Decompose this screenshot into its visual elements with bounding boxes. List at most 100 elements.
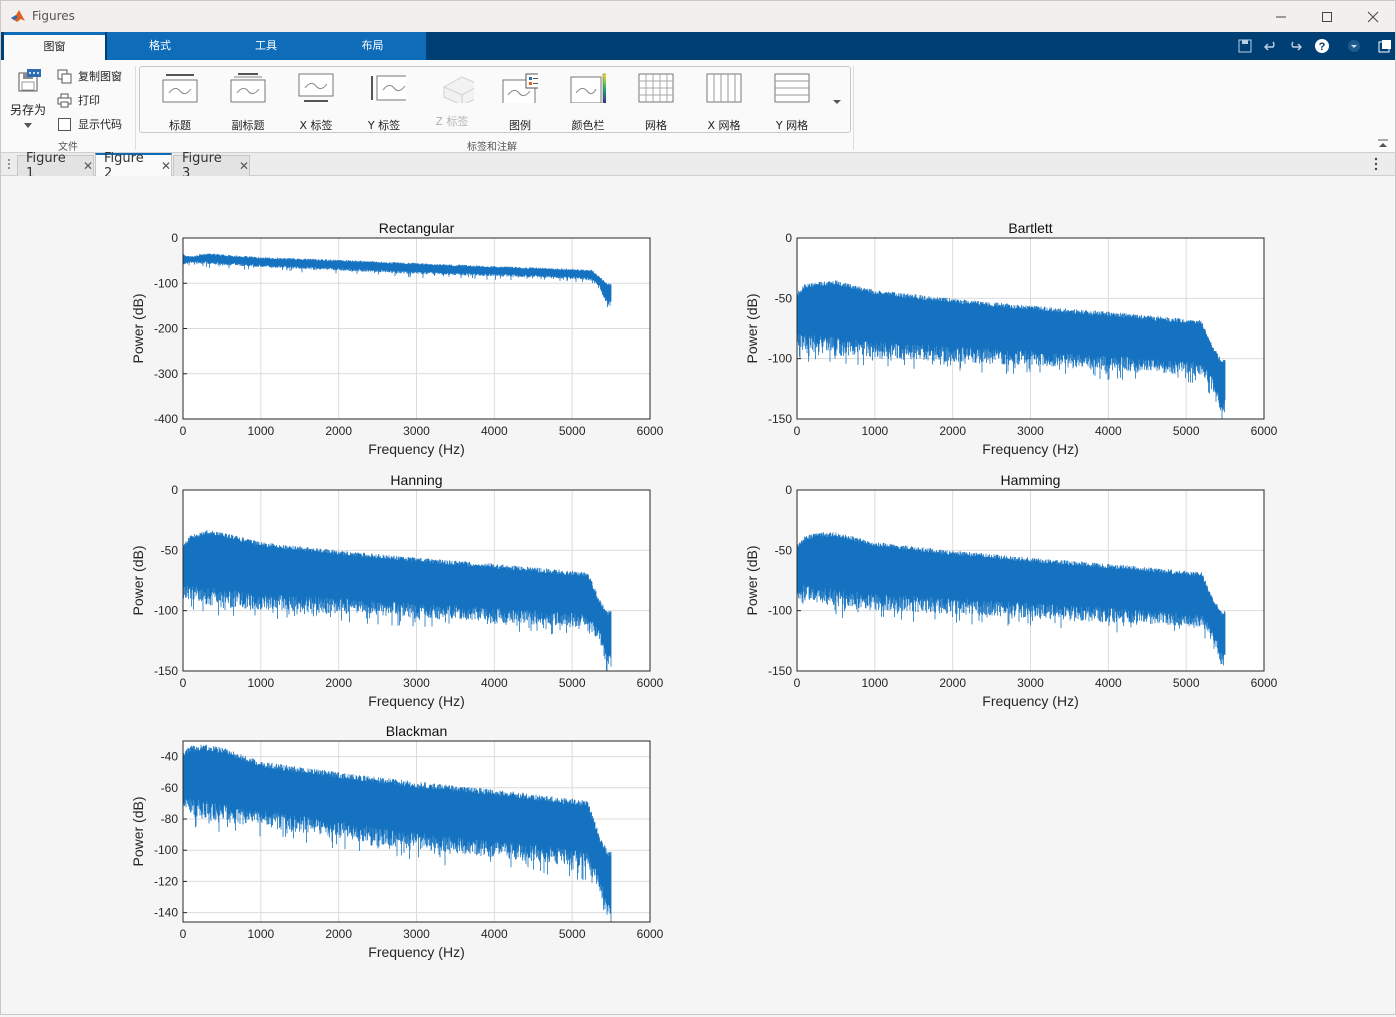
- figure-tab-3[interactable]: Figure 3 ✕: [173, 151, 250, 181]
- z-label-icon: [443, 76, 481, 106]
- y-tick-label: -150: [768, 664, 792, 678]
- x-axis-label: Frequency (Hz): [368, 944, 464, 960]
- gallery-legend-button[interactable]: 图例: [488, 71, 552, 132]
- x-tick-label: 6000: [637, 927, 664, 941]
- undock-button[interactable]: [1376, 37, 1394, 55]
- axes-frame: [182, 740, 651, 923]
- x-tick-label: 4000: [1095, 676, 1122, 690]
- show-code-label: 显示代码: [78, 118, 122, 131]
- x-axis-label: Frequency (Hz): [368, 693, 464, 709]
- y-grid-icon: [774, 73, 810, 103]
- x-tick-label: 0: [180, 927, 187, 941]
- title-icon: [162, 74, 198, 103]
- gallery-title-button[interactable]: 标题: [148, 71, 212, 132]
- tab-tools[interactable]: 工具: [213, 32, 319, 60]
- y-tick-label: 0: [171, 231, 178, 245]
- figure-tab-1[interactable]: Figure 1 ✕: [17, 151, 94, 181]
- save-as-button[interactable]: 另存为: [7, 68, 49, 130]
- gallery-subtitle-button[interactable]: 副标题: [216, 71, 280, 132]
- subplot-title: Hamming: [1001, 472, 1061, 488]
- gallery-zlabel-button[interactable]: Z 标签: [420, 71, 484, 131]
- x-tick-label: 1000: [861, 424, 888, 438]
- colorbar-icon: [570, 73, 610, 105]
- help-button[interactable]: ?: [1313, 37, 1331, 55]
- quick-access-menu-button[interactable]: [1345, 37, 1363, 55]
- x-tick-label: 5000: [1173, 676, 1200, 690]
- gallery-zlabel-label: Z 标签: [435, 115, 469, 128]
- annotation-gallery: 标题 副标题 X 标签 Y 标签 Z 标签 图例: [139, 66, 851, 133]
- gallery-ygrid-button[interactable]: Y 网格: [760, 71, 824, 132]
- subplot-title: Rectangular: [379, 220, 455, 236]
- more-options-icon[interactable]: [1373, 157, 1379, 174]
- x-tick-label: 0: [794, 424, 801, 438]
- figure-tab-1-label: Figure 1: [26, 151, 66, 181]
- tab-figure[interactable]: 图窗: [4, 32, 105, 60]
- tab-layout[interactable]: 布局: [319, 32, 426, 60]
- collapse-icon: [1378, 139, 1388, 147]
- close-tab-icon[interactable]: ✕: [82, 159, 93, 173]
- chevron-down-icon: [1348, 40, 1360, 52]
- close-tab-icon[interactable]: ✕: [160, 158, 171, 173]
- y-tick-label: -100: [154, 604, 178, 618]
- x-tick-label: 1000: [247, 424, 274, 438]
- show-code-checkbox[interactable]: 显示代码: [57, 116, 122, 132]
- x-tick-label: 6000: [1251, 424, 1278, 438]
- y-axis-label: Power (dB): [744, 293, 760, 363]
- x-label-icon: [298, 73, 334, 102]
- maximize-button[interactable]: [1304, 1, 1350, 32]
- x-tick-label: 2000: [325, 676, 352, 690]
- x-tick-label: 0: [180, 676, 187, 690]
- y-axis-label: Power (dB): [130, 293, 146, 363]
- legend-icon: [502, 73, 541, 105]
- save-icon: [1238, 39, 1252, 53]
- y-tick-label: -80: [161, 812, 179, 826]
- y-tick-label: -150: [768, 412, 792, 426]
- x-tick-label: 2000: [325, 424, 352, 438]
- matlab-logo-icon: [11, 10, 25, 22]
- x-tick-label: 4000: [1095, 424, 1122, 438]
- figure-tab-2-label: Figure 2: [104, 150, 144, 181]
- y-tick-label: -100: [154, 276, 178, 290]
- gallery-xlabel-button[interactable]: X 标签: [284, 71, 348, 132]
- figure-tab-2[interactable]: Figure 2 ✕: [95, 151, 172, 181]
- subplot-blackman: 0 1000 2000 3000 4000 5000 6000 -40 -60 -80 -100 -1…: [130, 723, 664, 960]
- print-button[interactable]: 打印: [57, 92, 100, 108]
- collapse-ribbon-button[interactable]: [1377, 138, 1389, 148]
- tab-format[interactable]: 格式: [107, 32, 213, 60]
- gallery-grid-button[interactable]: 网格: [624, 71, 688, 132]
- gallery-grid-label: 网格: [645, 119, 667, 132]
- x-tick-label: 4000: [481, 927, 508, 941]
- y-tick-label: -140: [154, 906, 178, 920]
- y-axis-label: Power (dB): [130, 796, 146, 866]
- x-tick-label: 2000: [939, 424, 966, 438]
- x-tick-label: 2000: [939, 676, 966, 690]
- gallery-subtitle-label: 副标题: [231, 119, 265, 132]
- checkbox-icon: [58, 117, 71, 131]
- redo-button[interactable]: [1286, 37, 1304, 55]
- subplot-bartlett: 0 1000 2000 3000 4000 5000 6000 0 -50 -100 -150 Bar…: [744, 220, 1278, 457]
- undo-button[interactable]: [1262, 37, 1280, 55]
- spectrum-series-line: [183, 530, 612, 671]
- close-window-button[interactable]: [1350, 1, 1396, 32]
- gallery-colorbar-button[interactable]: 颜色栏: [556, 71, 620, 132]
- x-tick-label: 3000: [1017, 676, 1044, 690]
- gallery-expand-button[interactable]: [832, 95, 846, 109]
- minimize-button[interactable]: [1258, 1, 1304, 32]
- gallery-ylabel-button[interactable]: Y 标签: [352, 71, 416, 132]
- tab-bar-grip-icon[interactable]: [6, 158, 12, 173]
- x-tick-label: 1000: [247, 927, 274, 941]
- copy-figure-button[interactable]: 复制图窗: [57, 68, 122, 84]
- y-tick-label: -40: [161, 750, 179, 764]
- subplot-hamming: 0 1000 2000 3000 4000 5000 6000 0 -50 -100 -150 Ham…: [744, 472, 1278, 709]
- gallery-xgrid-button[interactable]: X 网格: [692, 71, 756, 132]
- x-tick-label: 1000: [247, 676, 274, 690]
- x-tick-label: 5000: [559, 676, 586, 690]
- x-tick-label: 6000: [1251, 676, 1278, 690]
- y-axis-label: Power (dB): [130, 545, 146, 615]
- close-tab-icon[interactable]: ✕: [238, 159, 249, 173]
- save-as-label: 另存为: [9, 103, 46, 117]
- x-tick-label: 3000: [1017, 424, 1044, 438]
- save-quick-button[interactable]: [1236, 37, 1254, 55]
- gallery-ygrid-label: Y 网格: [775, 119, 809, 132]
- grid-icon: [638, 73, 674, 103]
